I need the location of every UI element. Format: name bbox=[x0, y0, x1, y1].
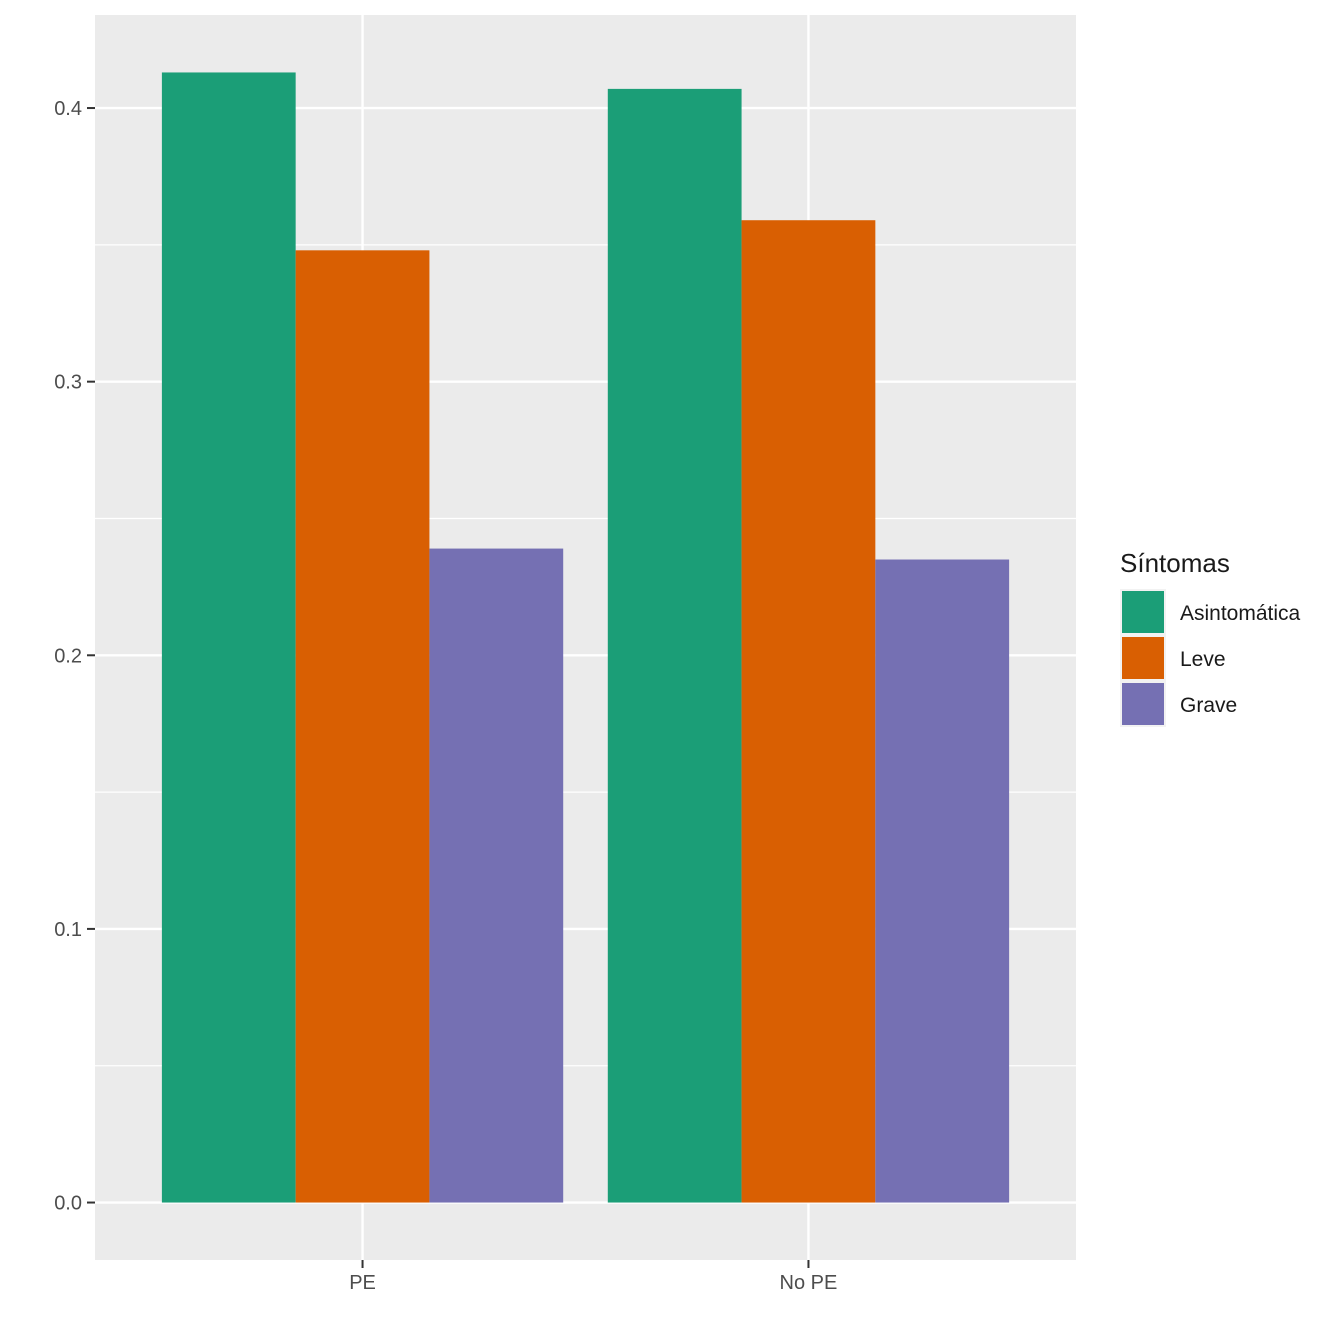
legend-swatch-grave bbox=[1122, 683, 1164, 725]
y-tick-label: 0.1 bbox=[54, 919, 82, 941]
legend-title: Síntomas bbox=[1120, 548, 1230, 578]
legend-label: Leve bbox=[1180, 648, 1226, 671]
bar-grave-pe bbox=[429, 548, 564, 1203]
bar-grave-no-pe bbox=[875, 559, 1010, 1203]
y-axis: 0.0 0.1 0.2 0.3 0.4 bbox=[54, 98, 95, 1215]
y-tick-label: 0.2 bbox=[54, 645, 82, 667]
legend-swatch-asintomática bbox=[1122, 591, 1164, 633]
y-tick-label: 0.3 bbox=[54, 372, 82, 394]
x-tick-label: No PE bbox=[780, 1272, 838, 1294]
legend: Síntomas Asintomática Leve Grave bbox=[1120, 548, 1301, 727]
bar-asintomática-no-pe bbox=[607, 88, 742, 1203]
bar-leve-pe bbox=[295, 250, 430, 1203]
legend-label: Asintomática bbox=[1180, 602, 1301, 625]
bar-asintomática-pe bbox=[161, 72, 296, 1203]
legend-swatch-leve bbox=[1122, 637, 1164, 679]
y-tick-label: 0.0 bbox=[54, 1193, 82, 1215]
x-axis: PE No PE bbox=[349, 1260, 837, 1294]
x-tick-label: PE bbox=[349, 1272, 376, 1294]
y-tick-label: 0.4 bbox=[54, 98, 82, 120]
bar-leve-no-pe bbox=[741, 220, 876, 1203]
bars bbox=[161, 72, 1010, 1203]
legend-label: Grave bbox=[1180, 694, 1237, 717]
